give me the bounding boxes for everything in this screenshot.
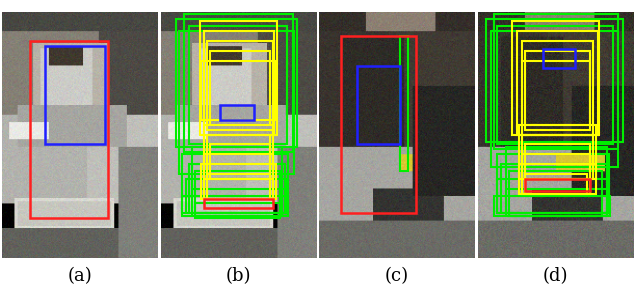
Bar bbox=[506, 189, 607, 213]
Text: (c): (c) bbox=[385, 267, 409, 285]
Bar bbox=[518, 164, 596, 194]
Bar bbox=[192, 147, 282, 216]
Bar bbox=[189, 164, 285, 213]
Text: (a): (a) bbox=[67, 267, 92, 285]
Bar bbox=[204, 198, 273, 208]
Bar bbox=[182, 154, 288, 213]
Bar bbox=[522, 61, 590, 125]
Bar bbox=[204, 31, 274, 134]
Bar bbox=[486, 19, 623, 142]
Bar bbox=[45, 46, 104, 144]
Bar bbox=[497, 26, 613, 144]
Bar bbox=[518, 125, 596, 179]
Bar bbox=[30, 41, 108, 218]
Bar bbox=[184, 14, 293, 152]
Text: (b): (b) bbox=[226, 267, 251, 285]
Text: (d): (d) bbox=[543, 267, 568, 285]
Bar bbox=[356, 66, 400, 144]
Bar bbox=[517, 31, 598, 134]
Bar bbox=[176, 19, 298, 147]
Bar bbox=[220, 105, 254, 120]
Bar bbox=[493, 14, 618, 149]
Bar bbox=[490, 31, 618, 166]
Bar bbox=[522, 154, 590, 194]
Bar bbox=[525, 179, 590, 191]
Bar bbox=[525, 174, 587, 194]
Bar bbox=[522, 134, 593, 179]
Bar bbox=[207, 41, 273, 130]
Bar bbox=[509, 171, 602, 216]
Bar bbox=[182, 196, 288, 216]
Bar bbox=[211, 144, 269, 179]
Bar bbox=[207, 174, 269, 198]
Bar bbox=[201, 61, 276, 120]
Bar bbox=[207, 134, 269, 179]
Bar bbox=[493, 196, 611, 216]
Bar bbox=[204, 154, 273, 198]
Bar bbox=[522, 41, 593, 134]
Bar bbox=[400, 36, 408, 171]
Bar bbox=[341, 36, 416, 213]
Bar bbox=[204, 125, 273, 179]
Bar bbox=[543, 49, 575, 68]
Bar bbox=[195, 171, 280, 213]
Bar bbox=[497, 154, 609, 213]
Bar bbox=[189, 26, 287, 144]
Bar bbox=[506, 147, 607, 216]
Bar bbox=[211, 51, 269, 125]
Bar bbox=[525, 144, 590, 179]
Bar bbox=[195, 203, 280, 218]
Bar bbox=[200, 22, 277, 134]
Bar bbox=[497, 179, 609, 213]
Bar bbox=[179, 31, 294, 174]
Bar bbox=[501, 164, 607, 213]
Bar bbox=[192, 189, 285, 213]
Bar bbox=[512, 22, 600, 134]
Bar bbox=[201, 164, 276, 198]
Bar bbox=[186, 179, 287, 213]
Bar bbox=[525, 51, 590, 130]
